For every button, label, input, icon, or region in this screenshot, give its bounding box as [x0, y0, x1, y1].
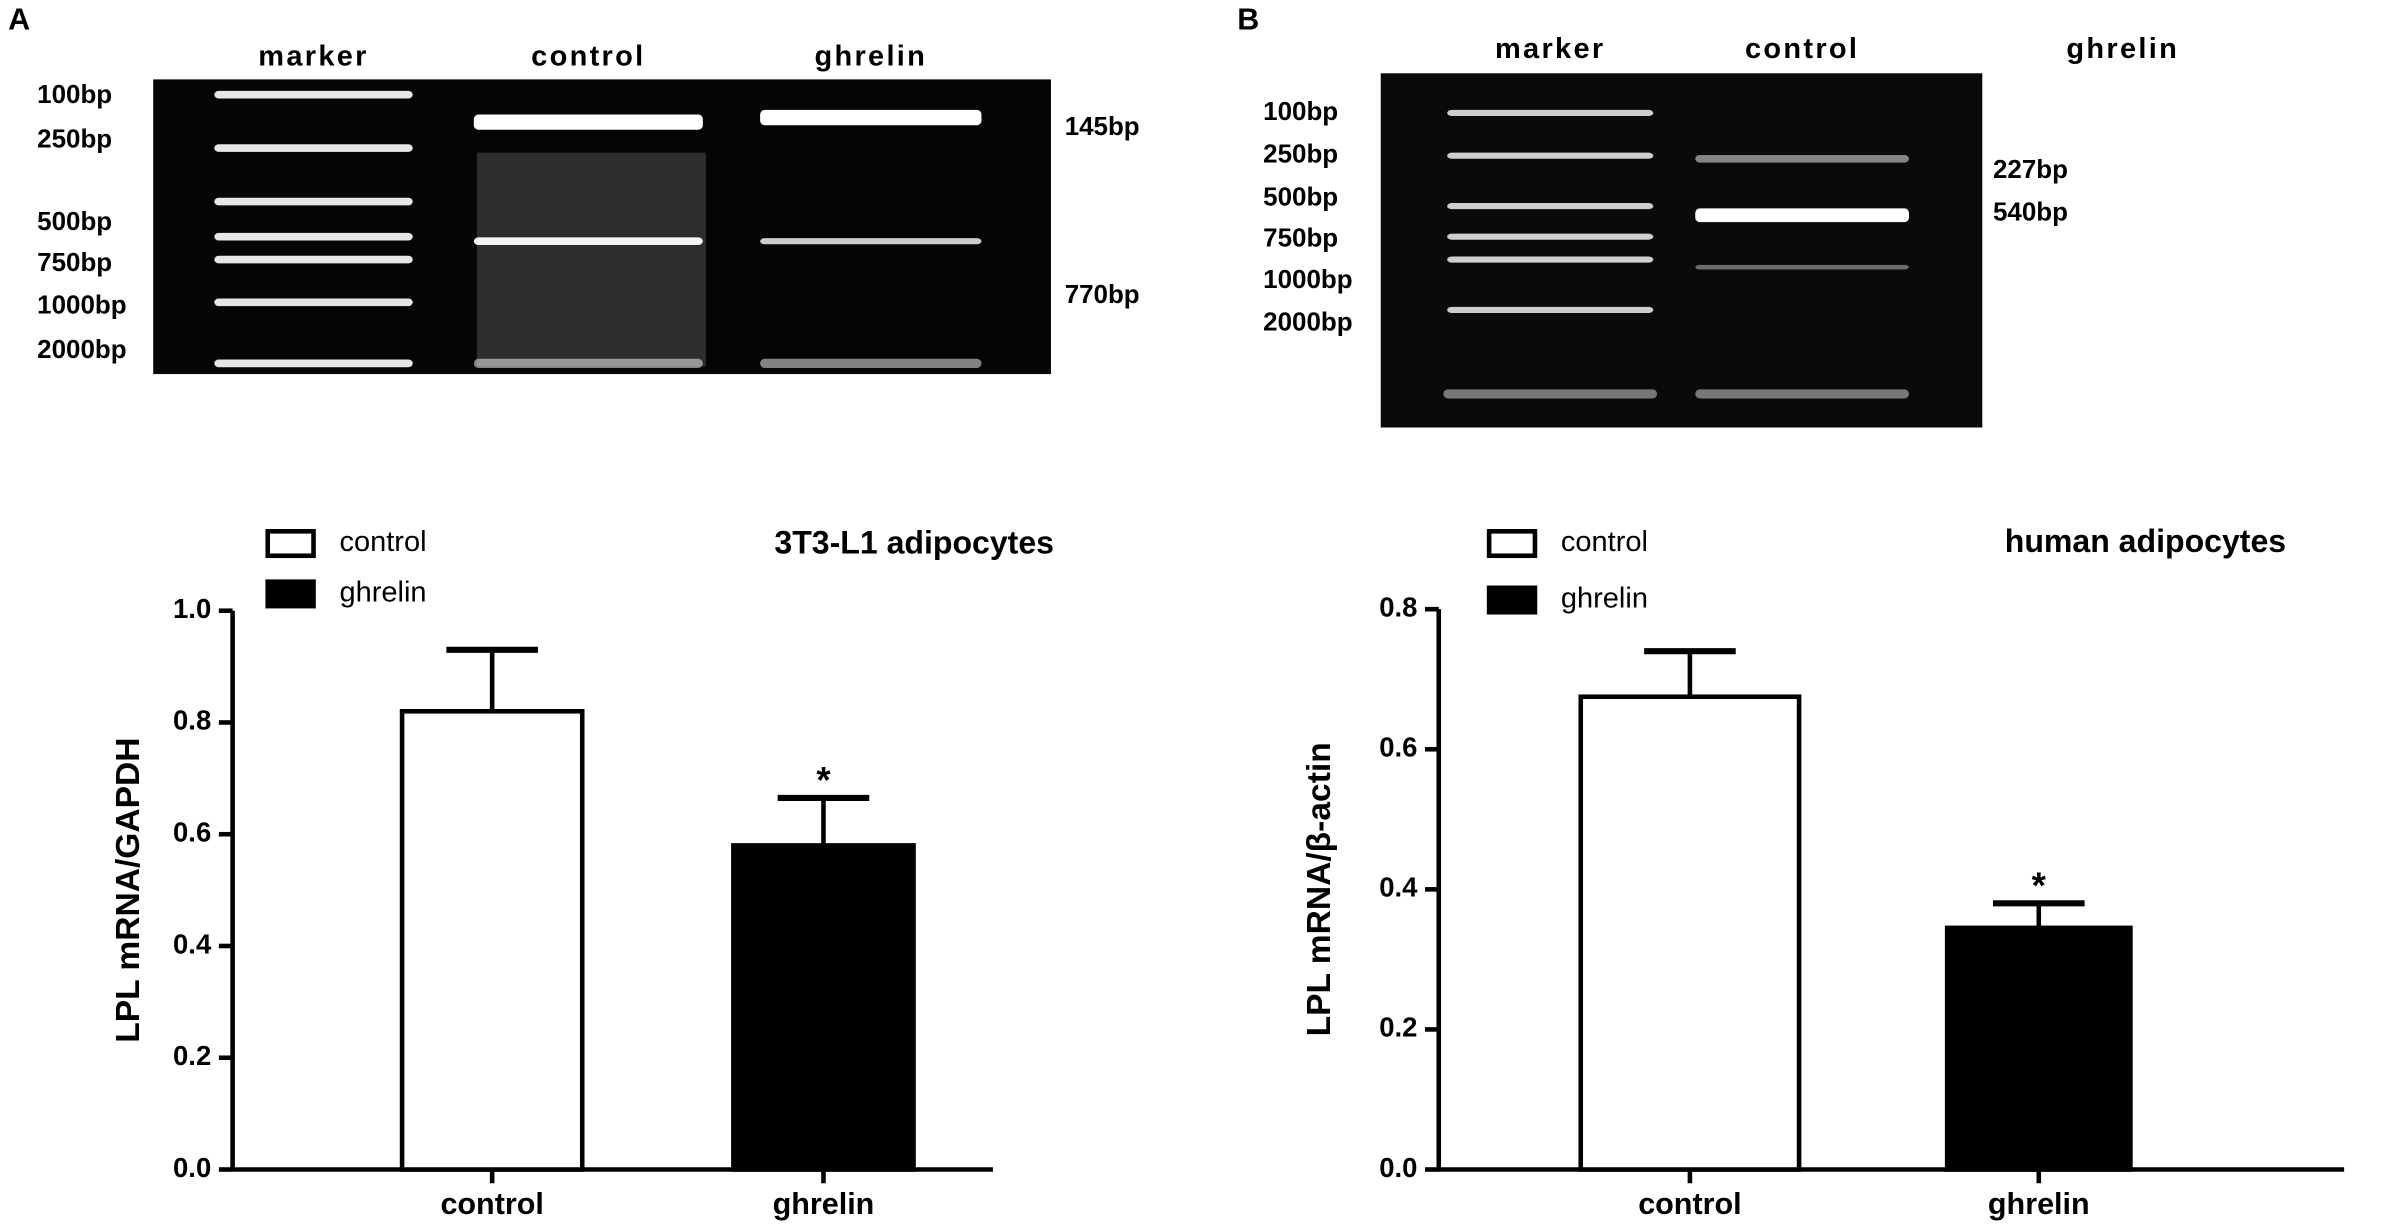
- band-label: 145bp: [1065, 113, 1140, 141]
- gel-band: [214, 144, 413, 152]
- gel-band: [1447, 203, 1654, 210]
- marker-label: 500bp: [1263, 183, 1338, 211]
- panel-label: A: [8, 2, 30, 36]
- marker-label: 750bp: [1263, 225, 1338, 253]
- marker-label: 2000bp: [1263, 309, 1352, 337]
- y-axis-label: LPL mRNA/GAPDH: [110, 737, 147, 1042]
- lane-label: control: [1745, 33, 1859, 65]
- y-tick-label: 0.4: [1379, 872, 1418, 903]
- chart-title: human adipocytes: [2005, 523, 2286, 559]
- gel-band: [473, 114, 703, 130]
- legend-swatch: [265, 529, 316, 559]
- gel-smear: [476, 152, 706, 367]
- chart-title: 3T3-L1 adipocytes: [774, 525, 1054, 561]
- y-axis-label: LPL mRNA/β-actin: [1301, 742, 1338, 1036]
- marker-label: 1000bp: [37, 292, 126, 320]
- legend-swatch: [1486, 529, 1538, 559]
- legend-label: control: [1561, 526, 1648, 558]
- gel-band: [1447, 306, 1654, 313]
- gel-band: [760, 358, 982, 368]
- gel-band: [214, 359, 413, 368]
- y-tick-label: 0.6: [173, 816, 211, 847]
- gel-band: [1447, 256, 1654, 263]
- lane-label: control: [531, 41, 645, 73]
- marker-label: 250bp: [1263, 141, 1338, 169]
- band-label: 227bp: [1993, 156, 2068, 184]
- y-tick-label: 0.0: [1379, 1152, 1417, 1183]
- gel-image: [1380, 73, 1983, 428]
- band-label: 770bp: [1065, 281, 1140, 309]
- lane-label: marker: [1495, 33, 1605, 65]
- y-tick-label: 1.0: [173, 593, 211, 624]
- gel-band: [214, 298, 413, 307]
- y-tick-label: 0.2: [1379, 1012, 1417, 1043]
- marker-label: 500bp: [37, 208, 112, 236]
- gel-band: [214, 90, 413, 99]
- y-tick-label: 0.4: [173, 928, 212, 959]
- lane-label: marker: [258, 41, 368, 73]
- gel-band: [473, 237, 703, 246]
- gel-band: [473, 358, 703, 368]
- gel-bands: [214, 90, 2230, 399]
- gel-band: [214, 197, 413, 206]
- gel-band: [1447, 109, 1654, 117]
- bar: [1578, 694, 1802, 1172]
- bar: [399, 709, 585, 1172]
- gel-band: [760, 109, 982, 126]
- lane-label: ghrelin: [814, 41, 927, 73]
- gel-band: [214, 232, 413, 241]
- x-tick-label: ghrelin: [1988, 1187, 2090, 1221]
- panel-label: B: [1237, 2, 1259, 36]
- significance-mark: *: [2032, 865, 2047, 906]
- gel-band: [1443, 389, 1658, 399]
- marker-label: 100bp: [37, 81, 112, 109]
- y-tick-label: 0.6: [1379, 732, 1417, 763]
- lane-label: ghrelin: [2066, 33, 2179, 65]
- gel-band: [1695, 154, 1910, 163]
- marker-label: 750bp: [37, 249, 112, 277]
- gel-band: [214, 255, 413, 264]
- legend-swatch: [265, 579, 316, 609]
- gel-band: [2015, 158, 2230, 165]
- gel-band: [2015, 209, 2230, 221]
- y-tick-label: 0.2: [173, 1040, 211, 1071]
- marker-label: 100bp: [1263, 98, 1338, 126]
- gel-band: [1447, 233, 1654, 240]
- marker-label: 2000bp: [37, 336, 126, 364]
- bar: [1944, 925, 2133, 1172]
- legend-label: control: [339, 526, 426, 558]
- x-tick-label: ghrelin: [773, 1187, 875, 1221]
- y-tick-label: 0.0: [173, 1152, 211, 1183]
- x-tick-label: control: [1638, 1187, 1741, 1221]
- legend-label: ghrelin: [1561, 583, 1648, 615]
- x-tick-label: control: [440, 1187, 543, 1221]
- gel-band: [2015, 389, 2230, 399]
- legend-label: ghrelin: [339, 577, 426, 609]
- bar: [731, 843, 916, 1172]
- gel-band: [760, 238, 982, 245]
- gel-band: [1695, 389, 1910, 399]
- y-tick-label: 0.8: [173, 705, 211, 736]
- gel-band: [1447, 152, 1654, 159]
- y-tick-label: 0.8: [1379, 591, 1417, 622]
- marker-label: 250bp: [37, 125, 112, 153]
- gel-band: [1695, 264, 1910, 270]
- significance-mark: *: [816, 759, 831, 800]
- band-label: 540bp: [1993, 199, 2068, 227]
- legend-swatch: [1486, 585, 1538, 615]
- gel-band: [1695, 208, 1910, 223]
- marker-label: 1000bp: [1263, 266, 1352, 294]
